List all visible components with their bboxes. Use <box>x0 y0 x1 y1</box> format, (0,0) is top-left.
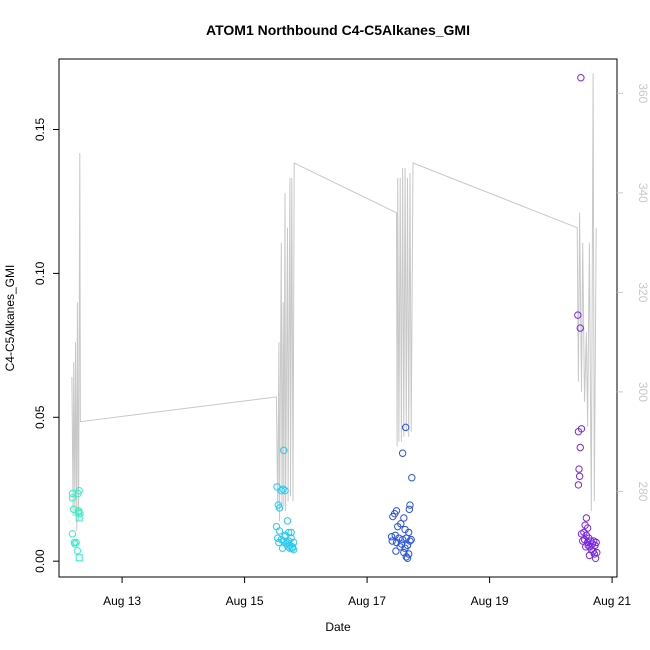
data-point <box>289 545 298 554</box>
data-point <box>401 423 410 432</box>
data-point <box>387 533 396 541</box>
data-point <box>277 486 286 495</box>
data-point <box>578 537 587 545</box>
data-point <box>273 534 282 542</box>
data-point <box>574 311 582 319</box>
data-point <box>273 483 281 491</box>
data-point <box>288 544 297 552</box>
data-point <box>68 494 77 502</box>
data-point <box>583 538 592 547</box>
data-point <box>575 472 584 480</box>
data-point <box>278 544 287 552</box>
y-axis: 0.00 0.05 0.10 0.15 <box>33 118 59 573</box>
data-point <box>406 501 414 509</box>
chart-title: ATOM1 Northbound C4-C5Alkanes_GMI <box>206 22 470 38</box>
data-point <box>275 538 283 547</box>
y-tick-label: 0.05 <box>33 405 47 429</box>
data-point <box>283 517 292 525</box>
data-point <box>576 443 584 452</box>
data-point <box>400 548 408 557</box>
data-point <box>400 514 408 522</box>
data-point <box>394 522 402 531</box>
data-point <box>73 547 82 555</box>
data-point <box>287 528 295 537</box>
plot-frame <box>58 58 618 578</box>
data-point <box>575 465 583 473</box>
secondary-line-layer <box>71 73 597 532</box>
x-tick-label: Aug 15 <box>226 594 264 608</box>
x-tick-label: Aug 21 <box>593 594 631 608</box>
data-point <box>75 554 83 562</box>
data-point <box>401 544 409 552</box>
data-point <box>281 486 289 495</box>
data-point <box>388 537 396 545</box>
data-point <box>577 530 586 538</box>
data-point <box>398 449 407 457</box>
y2-axis: 280 300 320 340 360 <box>617 83 650 502</box>
data-point <box>407 535 415 544</box>
data-point <box>403 554 412 562</box>
y-tick-label: 0.00 <box>33 549 47 573</box>
data-point <box>574 481 583 489</box>
y2-tick-label: 340 <box>636 183 650 203</box>
data-point <box>405 505 414 514</box>
data-point <box>286 544 294 552</box>
data-point <box>589 547 597 555</box>
data-point <box>68 489 77 498</box>
x-axis: Aug 13 Aug 15 Aug 17 Aug 19 Aug 21 <box>103 577 631 608</box>
data-point <box>406 537 414 545</box>
y2-tick-label: 300 <box>636 382 650 402</box>
x-tick-label: Aug 19 <box>471 594 509 608</box>
x-axis-label: Date <box>325 620 351 634</box>
x-tick-label: Aug 13 <box>103 594 141 608</box>
y-axis-label: C4-C5Alkanes_GMI <box>3 265 17 372</box>
point-layer <box>68 74 601 562</box>
data-point <box>279 485 287 493</box>
data-point <box>281 533 289 541</box>
data-point <box>396 543 404 551</box>
y-tick-label: 0.15 <box>33 118 47 142</box>
data-point <box>576 324 584 332</box>
secondary-series-line <box>71 73 597 532</box>
data-point <box>75 486 83 495</box>
y2-tick-label: 360 <box>636 83 650 103</box>
y2-tick-label: 280 <box>636 481 650 501</box>
data-point <box>583 524 592 532</box>
data-point <box>402 553 410 561</box>
data-point <box>275 527 284 535</box>
data-point <box>389 512 397 521</box>
x-tick-label: Aug 17 <box>348 594 386 608</box>
data-point <box>76 509 84 518</box>
data-point <box>398 535 407 544</box>
data-point <box>71 540 79 548</box>
data-point <box>408 474 416 482</box>
data-point <box>585 551 594 560</box>
data-point <box>275 504 284 512</box>
data-point <box>392 547 400 555</box>
data-point <box>72 538 80 547</box>
data-point <box>577 74 585 82</box>
data-point <box>574 427 583 436</box>
data-point <box>280 446 288 455</box>
data-point <box>392 538 401 547</box>
data-point <box>68 530 77 538</box>
y-tick-label: 0.10 <box>33 261 47 285</box>
data-point <box>584 541 592 550</box>
data-point <box>74 508 83 516</box>
y2-tick-label: 320 <box>636 282 650 302</box>
data-point <box>591 554 600 562</box>
data-point <box>582 514 591 522</box>
data-point <box>272 522 281 531</box>
